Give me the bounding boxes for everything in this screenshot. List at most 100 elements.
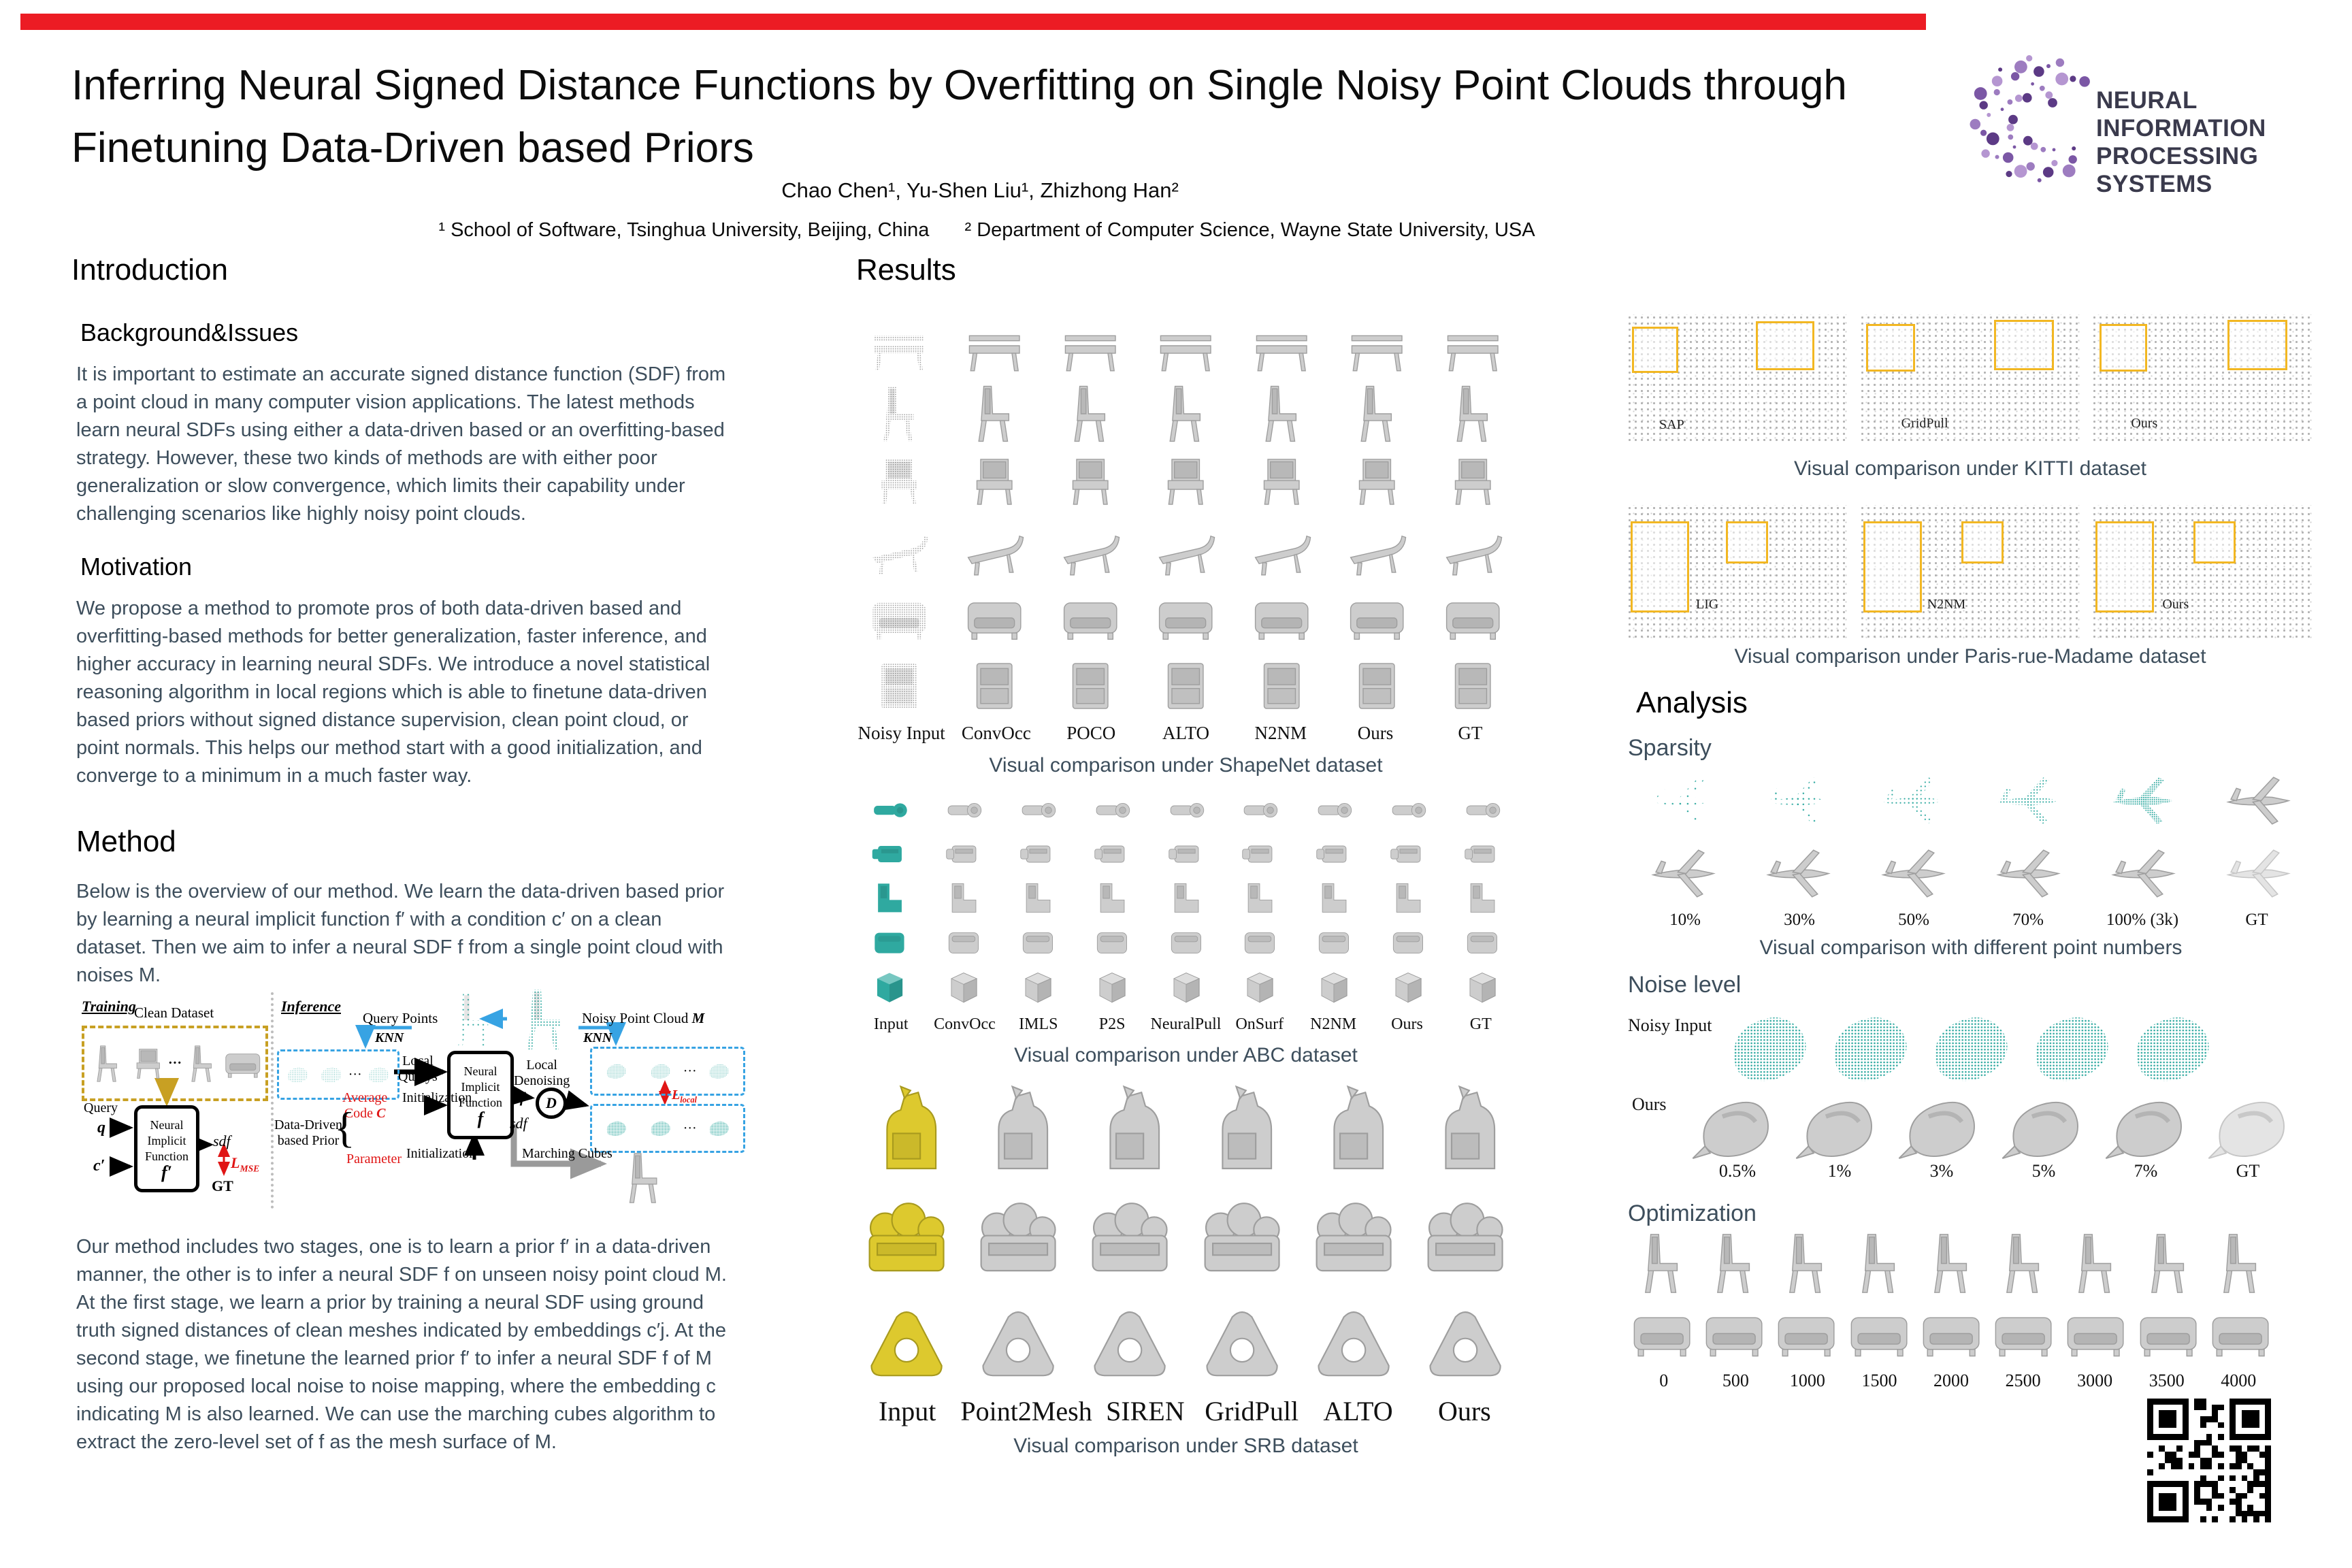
poster-title: Inferring Neural Signed Distance Functio… [71,62,1847,172]
qr-module [2241,1505,2248,1511]
qr-module [2147,1481,2153,1487]
column-label: 3000 [2077,1371,2113,1390]
grid-cell [1428,314,1518,377]
qr-module [2147,1399,2153,1405]
qr-module [2188,1434,2195,1440]
qr-module [2188,1439,2195,1446]
grid-cell [966,1290,1071,1387]
grid-cell [854,451,944,513]
ours-shell-icon [1790,1083,1886,1171]
qr-module [2159,1487,2165,1493]
qr-module [2194,1399,2200,1405]
qr-module [2212,1452,2218,1458]
qr-module [2153,1469,2159,1475]
grid-cell [1973,838,2084,906]
qr-module [2170,1516,2177,1522]
qr-module [2253,1481,2259,1487]
qr-module [2218,1416,2224,1422]
grid-cell [1413,1290,1518,1387]
method-diagram: Training Clean Dataset ··· Query q c′ Ne… [71,988,745,1216]
qr-module [2194,1439,2200,1446]
paris-inset-box [1726,521,1768,564]
qr-module [2241,1457,2248,1464]
qr-module [2170,1463,2177,1469]
qr-module [2183,1399,2189,1405]
qr-module [2153,1452,2159,1458]
paris-inset-box [1863,521,1922,612]
heading-method: Method [76,825,176,858]
qr-module [2241,1399,2248,1405]
qr-module [2170,1422,2177,1428]
optimization-labels: 0 500 1000 1500 2000 2500 3000 3500 4000 [1628,1371,2274,1391]
section-analysis: Analysis [1636,686,1748,719]
qr-module [2236,1516,2242,1522]
qr-module [2188,1499,2195,1505]
qr-module [2253,1492,2259,1499]
qr-module [2206,1452,2212,1458]
qr-module [2170,1404,2177,1411]
qr-module [2241,1410,2248,1416]
ours-shell-icon [1893,1083,1989,1171]
qr-module [2153,1481,2159,1487]
grid-cell [854,519,944,581]
qr-module [2176,1463,2183,1469]
qr-module [2153,1422,2159,1428]
qr-module [2259,1457,2266,1464]
qr-module [2212,1410,2218,1416]
grid-cell [1002,834,1073,875]
qr-module [2165,1475,2171,1482]
qr-module [2223,1492,2230,1499]
qr-module [2170,1416,2177,1422]
grid-cell [1373,922,1443,963]
qr-module [2253,1439,2259,1446]
qr-module [2259,1446,2266,1452]
grid-cell [1373,878,1443,919]
grid-cell [1237,382,1326,445]
qr-module [2153,1416,2159,1422]
qr-module [2265,1487,2271,1493]
qr-module [2230,1457,2236,1464]
diagram-knn-right: KNN [583,1030,612,1045]
column-label: POCO [1066,723,1116,743]
qr-module [2212,1463,2218,1469]
qr-module [2265,1516,2271,1522]
qr-module [2265,1499,2271,1505]
qr-module [2188,1457,2195,1464]
grid-cell [854,314,944,377]
heading-optimization: Optimization [1628,1200,1757,1226]
grid-cell [928,789,999,830]
qr-module [2218,1499,2224,1505]
qr-module [2183,1404,2189,1411]
grid-cell [1141,519,1230,581]
qr-module [2223,1475,2230,1482]
paris-inset-box [1961,521,2004,564]
qr-module [2218,1505,2224,1511]
qr-module [2259,1516,2266,1522]
qr-module [2206,1463,2212,1469]
grid-cell [1224,789,1295,830]
noise-row1-label: Noisy Input [1628,1015,1712,1035]
qr-module [2176,1452,2183,1458]
qr-module [2153,1492,2159,1499]
column-label: NeuralPull [1150,1015,1222,1033]
qr-module [2241,1492,2248,1499]
qr-module [2253,1499,2259,1505]
qr-module [2223,1404,2230,1411]
qr-module [2147,1475,2153,1482]
qr-module [2218,1492,2224,1499]
paris-panel-n2nm: N2NM [1859,505,2082,641]
paris-inset-box [2193,521,2236,564]
qr-module [2223,1457,2230,1464]
qr-module [2170,1469,2177,1475]
qr-module [2265,1446,2271,1452]
grid-cell [2134,1301,2202,1367]
column-label: 5% [2031,1161,2056,1181]
qr-module [2194,1452,2200,1458]
qr-module [2170,1481,2177,1487]
srb-caption: Visual comparison under SRB dataset [1013,1435,1358,1457]
qr-module [2200,1487,2206,1493]
grid-cell [1332,655,1422,717]
qr-module [2253,1457,2259,1464]
qr-module [2236,1457,2242,1464]
qr-module [2170,1410,2177,1416]
